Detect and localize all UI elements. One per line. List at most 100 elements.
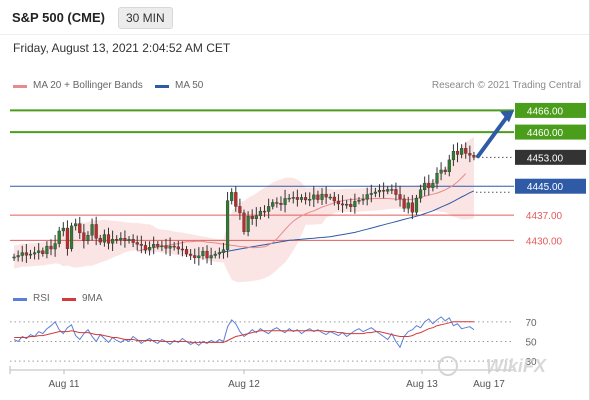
rsi-legend-label: RSI: [33, 293, 50, 304]
rsi-tick-30: 30: [525, 357, 537, 368]
candle-body: [197, 255, 201, 258]
candle-body: [402, 198, 406, 209]
candle-body: [102, 234, 106, 243]
x-tick-label: Aug 11: [49, 379, 80, 390]
candle-body: [176, 246, 180, 250]
candle-body: [180, 248, 185, 251]
ma20-legend-swatch: [13, 85, 27, 88]
candle-body: [324, 193, 328, 198]
candle-body: [78, 223, 82, 233]
candle-body: [156, 244, 160, 247]
candle-body: [443, 169, 447, 172]
candle-body: [406, 202, 410, 209]
candle-body: [398, 194, 402, 200]
candle-body: [258, 210, 263, 217]
ma50-line: [219, 190, 475, 254]
candle-body: [279, 202, 283, 205]
watermark-logo-icon: [438, 356, 458, 376]
ma50-legend-swatch: [155, 85, 169, 88]
candle-body: [361, 199, 365, 201]
candle-body: [410, 202, 414, 213]
candle-body: [439, 169, 443, 174]
candle-body: [382, 189, 386, 192]
candle-body: [357, 200, 361, 202]
candle-body: [435, 173, 439, 184]
candle-body: [61, 227, 65, 232]
candle-body: [189, 253, 193, 256]
candle-body: [332, 196, 336, 202]
level-label-4453.00: 4453.00: [527, 153, 564, 164]
watermark-text: WikiFX: [486, 356, 547, 376]
candle-body: [418, 189, 423, 199]
candle-body: [119, 237, 123, 241]
forecast-arrow-head: [500, 110, 514, 123]
candle-body: [90, 224, 94, 236]
candle-body: [464, 148, 468, 154]
candle-body: [135, 242, 139, 245]
candle-body: [386, 189, 390, 192]
candle-body: [287, 197, 291, 200]
candle-body: [221, 249, 226, 253]
candle-body: [172, 245, 176, 248]
candle-body: [213, 253, 217, 256]
ma9-legend-swatch: [62, 298, 76, 301]
candle-body: [111, 239, 115, 244]
candle-body: [267, 206, 271, 212]
candle-body: [98, 237, 102, 243]
level-label-4460.00: 4460.00: [527, 128, 564, 139]
candle-body: [41, 250, 45, 254]
candle-body: [414, 197, 419, 213]
x-tick-label: Aug 12: [228, 379, 260, 390]
candle-body: [250, 215, 254, 219]
candle-body: [37, 250, 41, 253]
symbol-title: S&P 500 (CME): [12, 10, 105, 25]
level-label-4437.00: 4437.00: [526, 211, 563, 222]
candle-body: [353, 201, 357, 207]
level-label-4445.00: 4445.00: [527, 182, 564, 193]
candle-body: [131, 239, 135, 243]
x-tick-label: Aug 17: [473, 379, 505, 390]
candle-body: [336, 200, 341, 205]
candle-body: [295, 197, 299, 200]
candle-body: [423, 183, 427, 191]
candle-body: [262, 210, 267, 213]
candle-body: [390, 189, 394, 191]
candle-body: [86, 235, 90, 241]
candle-body: [349, 204, 353, 207]
candle-body: [427, 183, 431, 188]
candle-body: [242, 212, 246, 232]
candle-body: [238, 206, 242, 214]
level-box-4466.00: [515, 102, 586, 118]
candle-body: [57, 230, 61, 244]
candle-body: [246, 215, 250, 232]
candle-body: [377, 189, 382, 193]
ma20-legend-label: MA 20 + Bollinger Bands: [33, 80, 143, 91]
candle-body: [460, 148, 464, 155]
candle-body: [32, 252, 37, 255]
candle-body: [303, 197, 308, 201]
candle-body: [49, 245, 53, 250]
candle-body: [369, 193, 373, 195]
candle-body: [152, 244, 156, 248]
candle-body: [184, 249, 189, 255]
candle-body: [20, 252, 24, 256]
datetime-label: Friday, August 13, 2021 2:04:52 AM CET: [13, 41, 231, 55]
candle-body: [74, 223, 78, 227]
candle-body: [164, 245, 168, 249]
timeframe-button[interactable]: 30 MIN: [118, 7, 173, 29]
candle-body: [283, 198, 287, 205]
candle-body: [451, 151, 456, 161]
candle-body: [209, 255, 213, 259]
candle-body: [472, 154, 476, 158]
candle-body: [345, 204, 349, 206]
candle-body: [308, 199, 312, 201]
candle-body: [320, 193, 324, 200]
candle-body: [230, 192, 234, 201]
candle-body: [115, 239, 119, 241]
candle-body: [193, 255, 197, 258]
bollinger-band-area: [14, 137, 474, 283]
rsi-legend-swatch: [13, 298, 27, 301]
candle-body: [53, 243, 57, 250]
candle-body: [205, 250, 209, 259]
level-label-4466.00: 4466.00: [527, 106, 564, 117]
